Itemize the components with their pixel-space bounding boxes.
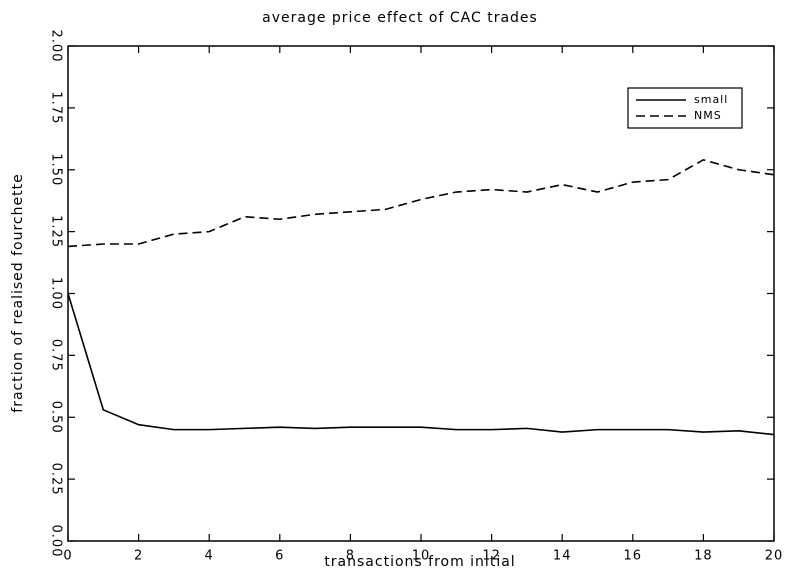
x-tick-label: 8 [346,549,355,564]
x-axis-label: transactions from initial [324,554,515,570]
y-tick-label: 1.75 [49,91,64,124]
x-tick-label: 6 [275,549,284,564]
y-tick-label: 0.50 [49,401,64,434]
legend-box [627,87,743,129]
x-tick-label: 10 [412,549,431,564]
x-tick-label: 14 [553,549,572,564]
y-axis-label: fraction of realised fourchette [10,173,26,412]
y-tick-label: 1.25 [49,215,64,248]
legend-label: small [694,93,728,106]
x-tick-label: 20 [765,549,784,564]
y-tick-label: 0.00 [49,525,64,558]
y-tick-label: 0.75 [49,339,64,372]
series-line [67,293,775,436]
x-tick-label: 4 [205,549,214,564]
x-tick-label: 16 [624,549,643,564]
y-tick-label: 2.00 [49,30,64,63]
y-tick-label: 1.50 [49,153,64,186]
y-tick-label: 0.25 [49,463,64,496]
legend-label: NMS [694,109,722,122]
series-line [67,158,775,248]
x-tick-label: 2 [134,549,143,564]
x-tick-label: 18 [694,549,713,564]
x-tick-label: 0 [63,549,72,564]
y-tick-label: 1.00 [49,277,64,310]
chart-title: average price effect of CAC trades [262,10,538,26]
x-tick-label: 12 [482,549,501,564]
